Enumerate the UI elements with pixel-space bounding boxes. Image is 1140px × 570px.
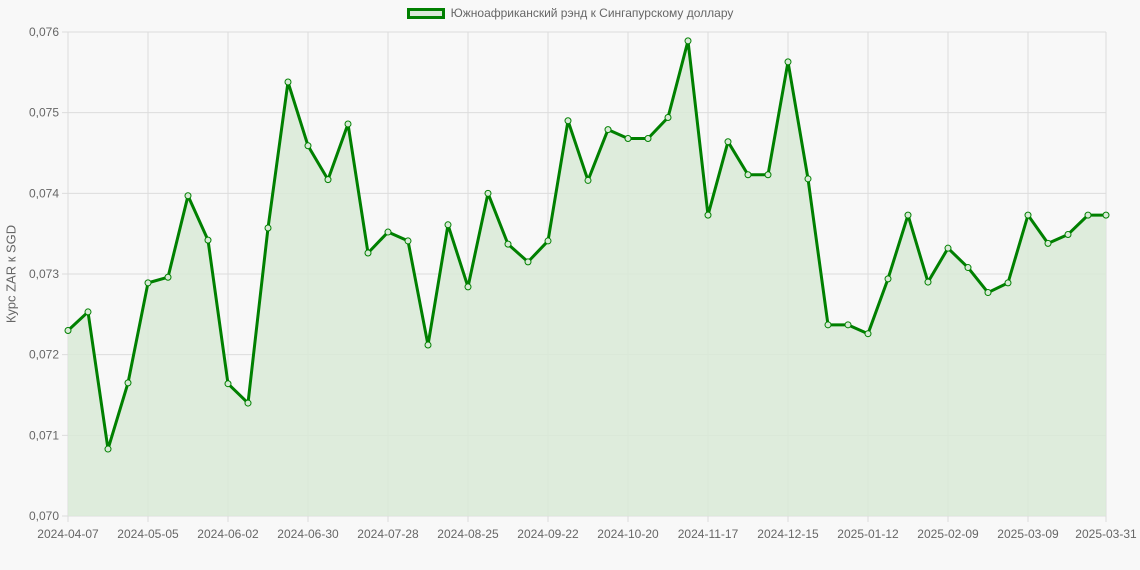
data-point[interactable] (704, 211, 712, 219)
legend-label: Южноафриканский рэнд к Сингапурскому дол… (450, 6, 734, 20)
data-point[interactable] (424, 341, 432, 349)
data-point[interactable] (1044, 239, 1052, 247)
x-tick-label: 2024-07-28 (357, 527, 419, 541)
data-point[interactable] (524, 258, 532, 266)
y-tick-label: 0,072 (29, 348, 59, 362)
data-point[interactable] (764, 171, 772, 179)
data-point[interactable] (844, 321, 852, 329)
data-point[interactable] (824, 321, 832, 329)
data-point[interactable] (624, 134, 632, 142)
x-tick-label: 2024-11-17 (678, 527, 739, 541)
data-point[interactable] (724, 138, 732, 146)
data-point[interactable] (284, 78, 292, 86)
x-tick-label: 2025-03-31 (1075, 527, 1137, 541)
data-point[interactable] (484, 189, 492, 197)
x-tick-label: 2024-10-20 (597, 527, 659, 541)
data-point[interactable] (1064, 230, 1072, 238)
x-tick-label: 2025-03-09 (997, 527, 1059, 541)
data-point[interactable] (444, 221, 452, 229)
data-point[interactable] (1004, 279, 1012, 287)
data-point[interactable] (944, 244, 952, 252)
data-point[interactable] (904, 211, 912, 219)
data-point[interactable] (584, 176, 592, 184)
data-point[interactable] (324, 176, 332, 184)
x-tick-label: 2024-04-07 (37, 527, 99, 541)
data-point[interactable] (864, 330, 872, 338)
data-point[interactable] (104, 445, 112, 453)
data-point[interactable] (464, 283, 472, 291)
y-tick-label: 0,073 (29, 267, 59, 281)
x-tick-label: 2024-06-02 (197, 527, 259, 541)
data-point[interactable] (184, 192, 192, 200)
x-tick-label: 2024-05-05 (117, 527, 179, 541)
y-tick-label: 0,076 (29, 25, 59, 39)
data-point[interactable] (204, 236, 212, 244)
data-point[interactable] (144, 279, 152, 287)
x-tick-label: 2024-12-15 (757, 527, 819, 541)
x-tick-label: 2024-09-22 (517, 527, 579, 541)
data-point[interactable] (404, 237, 412, 245)
data-point[interactable] (984, 289, 992, 297)
data-point[interactable] (684, 37, 692, 45)
data-point[interactable] (304, 142, 312, 150)
data-point[interactable] (744, 171, 752, 179)
data-point[interactable] (244, 399, 252, 407)
data-point[interactable] (784, 58, 792, 66)
y-tick-label: 0,070 (29, 509, 59, 523)
data-point[interactable] (804, 175, 812, 183)
data-point[interactable] (344, 120, 352, 128)
data-point[interactable] (84, 308, 92, 316)
data-point[interactable] (1102, 211, 1110, 219)
data-point[interactable] (124, 379, 132, 387)
data-point[interactable] (884, 275, 892, 283)
data-point[interactable] (264, 224, 272, 232)
data-point[interactable] (64, 326, 72, 334)
x-tick-label: 2025-02-09 (917, 527, 979, 541)
data-point[interactable] (164, 273, 172, 281)
y-tick-label: 0,074 (29, 186, 59, 200)
x-tick-label: 2024-06-30 (277, 527, 339, 541)
data-point[interactable] (964, 264, 972, 272)
y-tick-label: 0,071 (29, 428, 59, 442)
area-fill (68, 40, 1106, 517)
data-point[interactable] (384, 228, 392, 236)
x-tick-label: 2024-08-25 (437, 527, 499, 541)
legend-swatch (406, 7, 445, 19)
x-tick-label: 2025-01-12 (837, 527, 899, 541)
data-point[interactable] (544, 237, 552, 245)
data-point[interactable] (504, 240, 512, 248)
data-point[interactable] (664, 114, 672, 122)
data-point[interactable] (224, 380, 232, 388)
data-point[interactable] (1084, 211, 1092, 219)
data-point[interactable] (644, 134, 652, 142)
data-point[interactable] (1024, 211, 1032, 219)
data-point[interactable] (604, 126, 612, 134)
data-point[interactable] (364, 249, 372, 257)
data-point[interactable] (564, 117, 572, 125)
y-tick-label: 0,075 (29, 106, 59, 120)
data-point[interactable] (924, 278, 932, 286)
legend[interactable]: Южноафриканский рэнд к Сингапурскому дол… (0, 6, 1140, 20)
